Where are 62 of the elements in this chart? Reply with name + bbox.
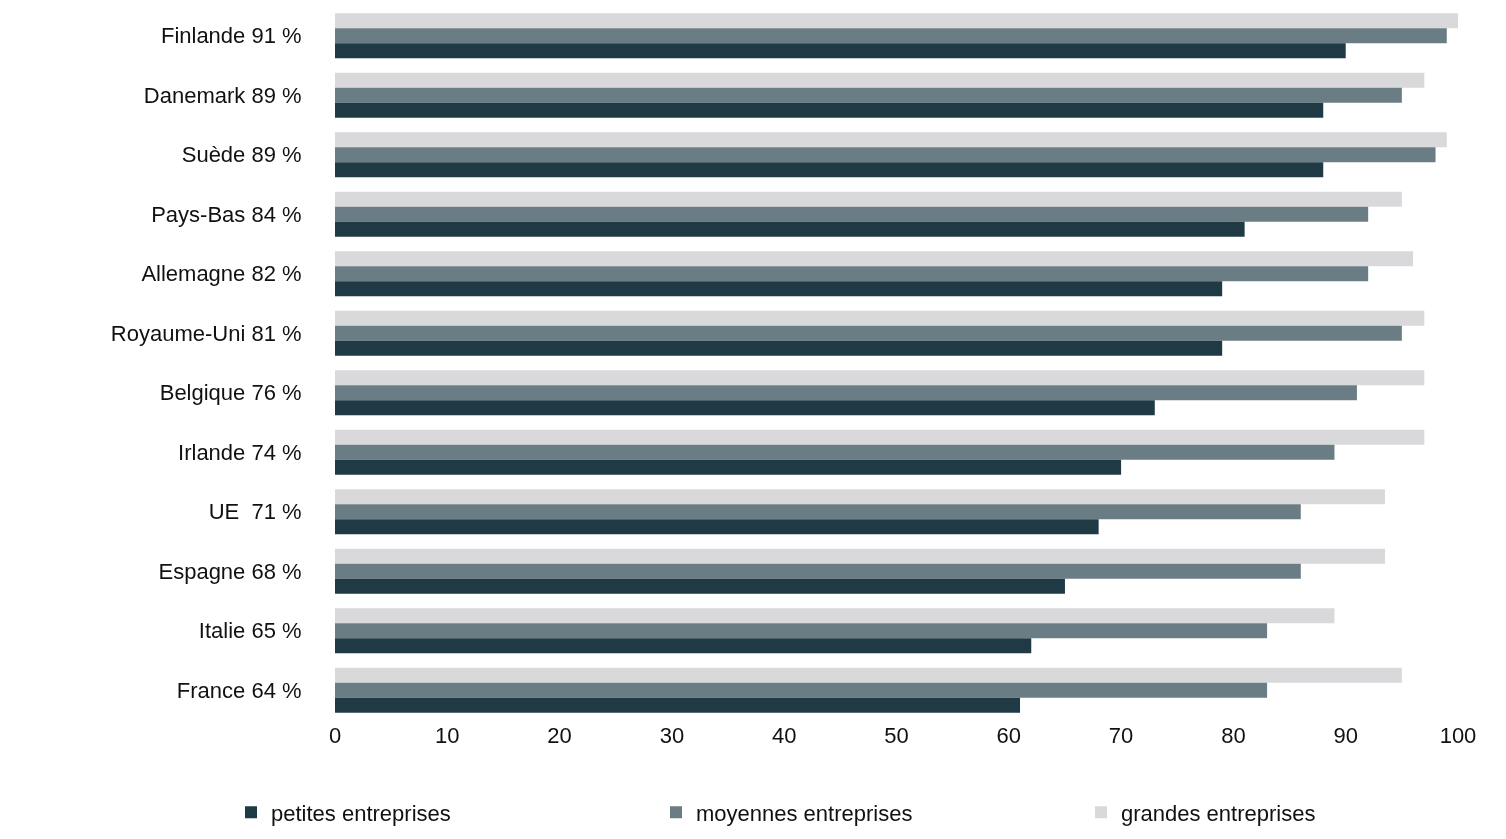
y-tick-label: UE 71 % [208, 499, 302, 525]
x-tick-label: 80 [1221, 723, 1246, 748]
bar [335, 459, 1122, 475]
bar [335, 162, 1324, 178]
x-tick-label: 40 [771, 723, 797, 748]
bar [335, 340, 1223, 356]
x-tick-label: 0 [328, 723, 342, 748]
bar [335, 13, 1458, 29]
bar [335, 623, 1268, 639]
bar [335, 28, 1447, 44]
bar [335, 429, 1425, 445]
bar [335, 667, 1402, 683]
bar [335, 563, 1301, 579]
bar [335, 400, 1155, 416]
x-tick-label: 60 [996, 723, 1022, 748]
y-tick-label: Belgique 76 % [159, 380, 302, 406]
bar [335, 281, 1223, 297]
bar [335, 132, 1447, 148]
bar [335, 191, 1402, 207]
bar [335, 608, 1335, 624]
y-tick-label: Allemagne 82 % [141, 261, 302, 287]
y-tick-label: France 64 % [176, 677, 302, 703]
bar [335, 444, 1335, 460]
bar [335, 147, 1436, 163]
x-tick-label: 50 [884, 723, 909, 748]
y-tick-label: Italie 65 % [198, 618, 302, 644]
bar [335, 519, 1099, 535]
bar [335, 102, 1324, 118]
bar [335, 697, 1021, 713]
legend-label: grandes entreprises [1121, 800, 1316, 826]
bar [335, 385, 1357, 401]
x-tick-label: 90 [1333, 723, 1358, 748]
bar [335, 310, 1425, 326]
bar [335, 504, 1301, 520]
bar [335, 206, 1369, 222]
x-tick-label: 70 [1108, 723, 1134, 748]
x-tick-label: 100 [1439, 723, 1477, 748]
bar [335, 370, 1425, 386]
x-tick-label: 20 [547, 723, 572, 748]
bar [335, 221, 1245, 237]
bar [335, 682, 1268, 698]
bar [335, 638, 1032, 654]
bar [335, 43, 1346, 59]
bar [335, 489, 1386, 505]
bar [335, 87, 1402, 103]
y-tick-label: Danemark 89 % [143, 82, 302, 108]
bar [335, 325, 1402, 341]
y-tick-label: Finlande 91 % [160, 23, 302, 49]
x-tick-label: 30 [659, 723, 685, 748]
y-tick-label: Irlande 74 % [178, 439, 302, 465]
legend-label: moyennes entreprises [696, 800, 913, 826]
y-tick-label: Espagne 68 % [158, 558, 302, 584]
bar [335, 72, 1425, 88]
bar [335, 266, 1369, 282]
y-tick-label: Pays-Bas 84 % [151, 201, 302, 227]
bar [335, 548, 1386, 564]
x-tick-label: 10 [435, 723, 460, 748]
bar [335, 251, 1414, 267]
bar [335, 578, 1065, 594]
y-tick-label: Suède 89 % [181, 142, 302, 168]
legend-label: petites entreprises [271, 800, 451, 826]
y-tick-label: Royaume-Uni 81 % [110, 320, 302, 346]
